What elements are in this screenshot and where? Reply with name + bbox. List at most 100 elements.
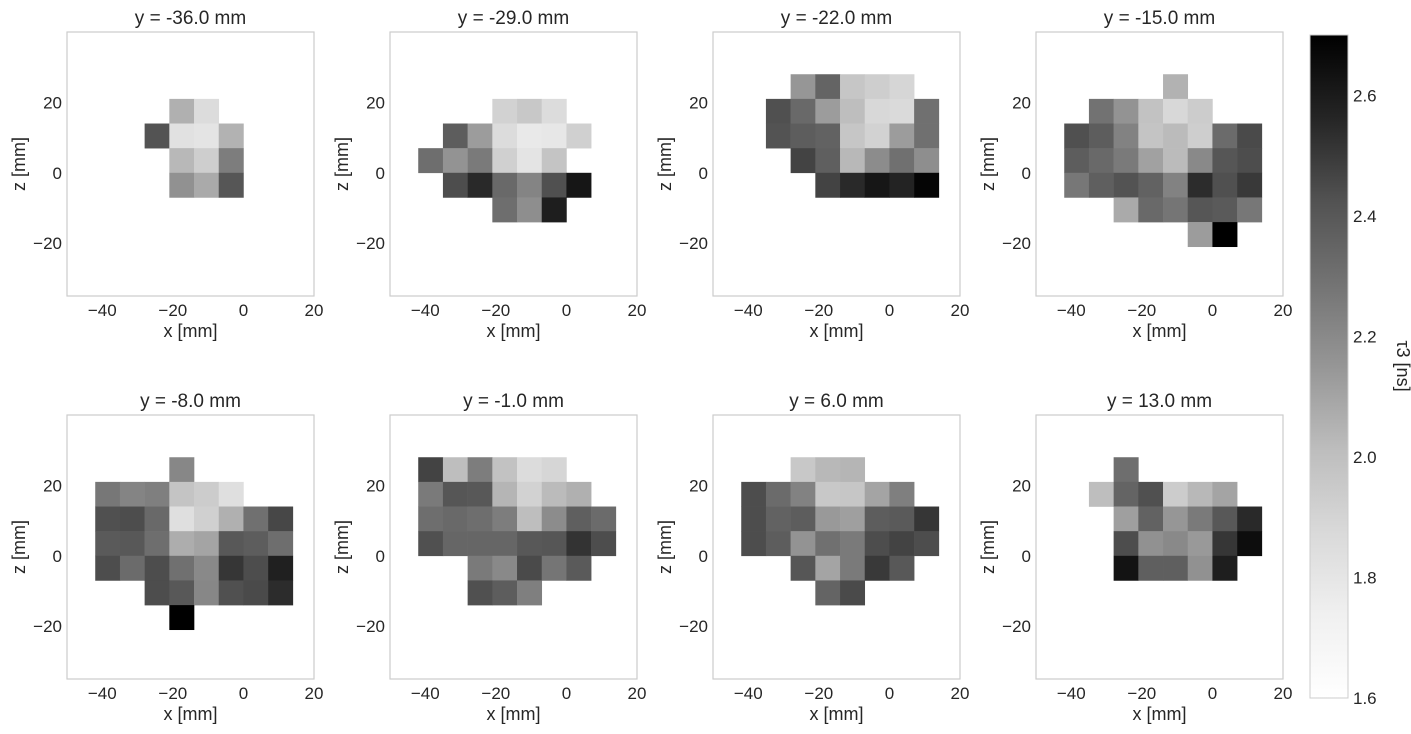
heatmap-cell (815, 531, 841, 557)
heatmap-cell (815, 580, 841, 606)
heatmap-cell (566, 481, 592, 507)
z-tick-label: 20 (689, 93, 708, 112)
x-tick-label: 20 (951, 684, 970, 703)
panel-2: y = -29.0 mm −40 −20 0 20 −20 0 20 x [mm] z [mm] (332, 8, 646, 341)
heatmap-cell (144, 123, 170, 149)
heatmap-cell (864, 98, 890, 124)
heatmap-cell (1163, 555, 1189, 581)
heatmap-cell (790, 457, 816, 483)
axes-frame (66, 31, 315, 297)
heatmap-cell (169, 148, 195, 174)
heatmap-cell (1212, 531, 1238, 557)
z-tick-label: −20 (679, 234, 708, 253)
z-tick-label: 20 (1012, 93, 1031, 112)
heatmap-cell (467, 481, 493, 507)
x-axis-label: x [mm] (164, 321, 218, 341)
heatmap-cell (1187, 555, 1213, 581)
z-axis-label: z [mm] (655, 520, 675, 574)
heatmap-cell (741, 531, 767, 557)
x-axis-label: x [mm] (1133, 704, 1187, 724)
x-tick-label: −20 (481, 301, 510, 320)
heatmap-cell (840, 74, 866, 100)
x-tick-label: −40 (734, 301, 763, 320)
panel-7: y = 6.0 mm −40 −20 0 20 −20 0 20 x [mm] z [mm] (655, 391, 969, 724)
heatmap-cell (467, 123, 493, 149)
heatmap-cell (815, 74, 841, 100)
colorbar-tick-label: 1.8 (1353, 568, 1377, 587)
x-axis-label: x [mm] (810, 321, 864, 341)
heatmap-cell (1138, 123, 1164, 149)
heatmap-cell (889, 74, 915, 100)
panel-title: y = 13.0 mm (1107, 391, 1212, 412)
heatmap-cell (492, 148, 518, 174)
x-axis-label: x [mm] (487, 321, 541, 341)
z-tick-label: 0 (1022, 547, 1031, 566)
heatmap-cell (864, 172, 890, 198)
heatmap-cell (864, 123, 890, 149)
heatmap-cell (119, 555, 145, 581)
heatmap-cell (790, 506, 816, 532)
z-tick-label: −20 (1002, 617, 1031, 636)
heatmap-cell (840, 172, 866, 198)
z-tick-label: −20 (1002, 234, 1031, 253)
panel-title: y = -36.0 mm (135, 8, 246, 29)
heatmap-cell (541, 123, 567, 149)
heatmap-cell (517, 531, 543, 557)
heatmap-cell (566, 123, 592, 149)
heatmap-cell (169, 172, 195, 198)
heatmap-cell (1064, 123, 1090, 149)
heatmap-cell (467, 506, 493, 532)
colorbar-ticks: 1.6 1.8 2.0 2.2 2.4 2.6 (1353, 86, 1377, 708)
colorbar-tick-label: 2.4 (1353, 207, 1377, 226)
heatmap-cell (815, 457, 841, 483)
heatmap-cell (1163, 74, 1189, 100)
heatmap-cell (1187, 531, 1213, 557)
heatmap-cell (517, 172, 543, 198)
heatmap-cell (840, 506, 866, 532)
heatmap-cell (566, 555, 592, 581)
axes-frame (389, 31, 638, 297)
heatmap-cell (95, 481, 121, 507)
x-tick-label: 20 (951, 301, 970, 320)
heatmap-cell (864, 148, 890, 174)
heatmap-cell (194, 506, 220, 532)
heatmap-cell (541, 531, 567, 557)
x-tick-label: 0 (239, 684, 248, 703)
heatmap-cell (95, 531, 121, 557)
x-tick-label: −20 (158, 301, 187, 320)
axes-frame (1035, 31, 1284, 297)
panel-6: y = -1.0 mm −40 −20 0 20 −20 0 20 x [mm] z [mm] (332, 391, 646, 724)
heatmap-cell (1187, 123, 1213, 149)
heatmap-cell (492, 172, 518, 198)
heatmap-cell (1187, 481, 1213, 507)
panel-title: y = -29.0 mm (458, 8, 569, 29)
axes-frame (389, 414, 638, 680)
z-tick-label: −20 (356, 234, 385, 253)
heatmap-cell (1088, 98, 1114, 124)
heatmap-cell (815, 481, 841, 507)
heatmap-cell (864, 555, 890, 581)
heatmap-cell (840, 457, 866, 483)
heatmap-cell (790, 74, 816, 100)
heatmap-cell (1212, 123, 1238, 149)
heatmap-cell (218, 555, 244, 581)
x-tick-label: −20 (158, 684, 187, 703)
heatmap-cell (268, 580, 294, 606)
z-tick-label: 0 (1022, 164, 1031, 183)
x-tick-label: −40 (1057, 684, 1086, 703)
heatmap-cell (492, 457, 518, 483)
x-tick-label: −20 (481, 684, 510, 703)
heatmap-cell (442, 148, 468, 174)
z-tick-label: 0 (53, 164, 62, 183)
heatmap-cell (1237, 531, 1263, 557)
heatmap-cell (169, 457, 195, 483)
heatmap-cell (169, 481, 195, 507)
heatmap-cell (864, 506, 890, 532)
x-tick-label: 0 (1208, 684, 1217, 703)
heatmap-cell (1088, 481, 1114, 507)
heatmap-cell (194, 172, 220, 198)
heatmap-cell (566, 531, 592, 557)
panel-title: y = 6.0 mm (789, 391, 884, 412)
heatmap-cell (889, 148, 915, 174)
heatmap-cell (517, 148, 543, 174)
